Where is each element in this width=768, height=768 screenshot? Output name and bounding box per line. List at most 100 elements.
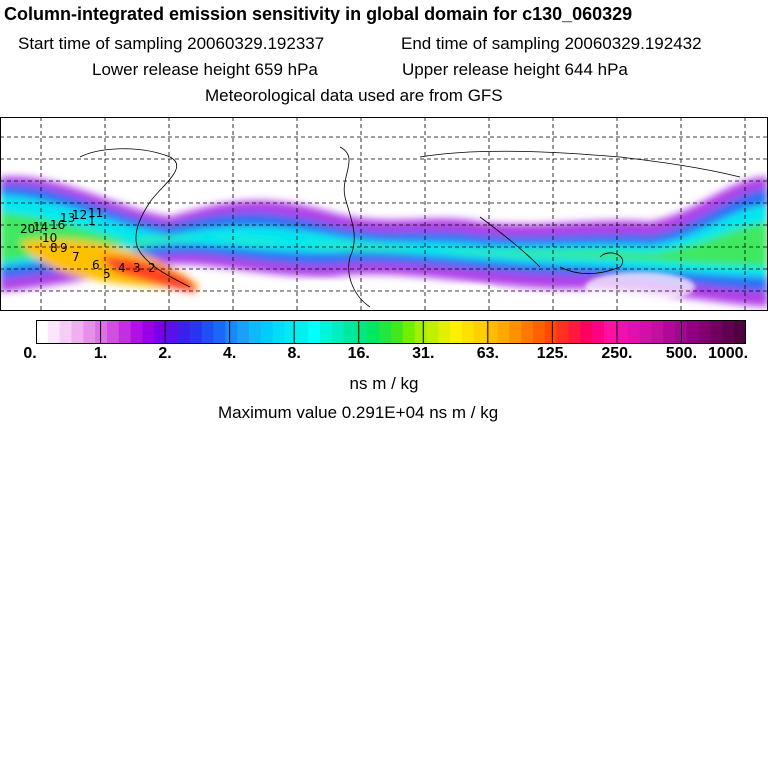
traj-label: 5 [103, 267, 111, 281]
colorbar-swatch [331, 320, 345, 344]
coastlines [79, 146, 741, 308]
colorbar-swatch [533, 320, 546, 344]
colorbar-tick-label: 0. [23, 345, 37, 362]
colorbar-swatch [663, 320, 676, 344]
colorbar-tick-label: 250. [601, 345, 633, 362]
colorbar-tick-label: 2. [158, 345, 172, 362]
traj-label: 16 [50, 218, 65, 232]
colorbar-swatch [343, 320, 357, 344]
start-time-label: Start time of sampling 20060329.192337 [18, 34, 325, 53]
colorbar-swatch [284, 320, 297, 344]
colorbar-swatch [521, 320, 534, 344]
traj-label: 13 [60, 211, 75, 225]
colorbar-swatch [47, 320, 61, 344]
colorbar [36, 320, 746, 344]
traj-label: 6 [92, 258, 100, 272]
colorbar-swatch [320, 320, 333, 344]
colorbar-swatch [237, 320, 250, 344]
colorbar-tick-label: 63. [476, 345, 499, 362]
colorbar-swatch [462, 320, 475, 344]
colorbar-tick-label: 125. [536, 345, 568, 362]
colorbar-swatch [627, 320, 641, 344]
colorbar-swatch [225, 320, 238, 344]
colorbar-swatch [639, 320, 652, 344]
colorbar-swatch [178, 320, 191, 344]
colorbar-swatch [473, 320, 487, 344]
traj-label: 12 [72, 208, 87, 222]
traj-label: 7 [72, 250, 80, 264]
traj-label: 10 [42, 231, 57, 245]
upper-release-height-label: Upper release height 644 hPa [402, 60, 628, 79]
traj-label: 11 [88, 206, 103, 220]
colorbar-swatch [83, 320, 96, 344]
colorbar-tick-label: 1000. [707, 345, 749, 362]
colorbar-swatch [95, 320, 108, 344]
traj-label: 9 [60, 241, 68, 255]
colorbar-swatch [544, 320, 558, 344]
traj-label: 20 [20, 222, 35, 236]
met-data-label: Meteorological data used are from GFS [205, 86, 503, 105]
colorbar-swatch [686, 320, 700, 344]
map-title: Column-integrated emission sensitivity i… [4, 4, 633, 24]
colorbar-swatch [166, 320, 179, 344]
sensitivity-map: 20 14 16 13 12 11 10 9 8 7 6 5 4 3 2 1 [0, 117, 768, 311]
colorbar-swatch [402, 320, 416, 344]
colorbar-swatch [485, 320, 499, 344]
colorbar-swatch [71, 320, 84, 344]
traj-label: 8 [50, 241, 58, 255]
colorbar-swatch [698, 320, 712, 344]
graticule [0, 117, 768, 311]
colorbar-swatch [367, 320, 380, 344]
colorbar-swatch [438, 320, 451, 344]
traj-label: 1 [88, 214, 96, 228]
colorbar-swatch [142, 320, 155, 344]
colorbar-tick-label: 8. [287, 345, 301, 362]
colorbar-swatch [249, 320, 262, 344]
traj-label: 2 [148, 261, 156, 275]
colorbar-swatch [36, 320, 49, 344]
colorbar-swatch [509, 320, 522, 344]
colorbar-swatch [296, 320, 309, 344]
colorbar-swatch [556, 320, 570, 344]
colorbar-tick-label: 1. [93, 345, 108, 362]
colorbar-tick-label: 16. [347, 345, 370, 362]
traj-label: 3 [133, 261, 141, 275]
colorbar-tick-label: 31. [412, 345, 435, 362]
colorbar-swatch [414, 320, 428, 344]
colorbar-swatch [592, 320, 605, 344]
colorbar-units: ns m / kg [349, 374, 419, 393]
colorbar-swatch [260, 320, 274, 344]
colorbar-swatch [272, 320, 286, 344]
sensitivity-field [0, 176, 768, 307]
colorbar-swatch [426, 320, 439, 344]
colorbar-swatch [710, 320, 723, 344]
colorbar-swatch [604, 320, 617, 344]
colorbar-swatch [59, 320, 73, 344]
colorbar-swatch [154, 320, 167, 344]
colorbar-swatch [722, 320, 735, 344]
colorbar-swatch [201, 320, 215, 344]
colorbar-tick-label: 4. [222, 345, 237, 362]
lower-release-height-label: Lower release height 659 hPa [92, 60, 318, 79]
trajectory-labels: 20 14 16 13 12 11 10 9 8 7 6 5 4 3 2 1 [20, 206, 156, 281]
colorbar-swatch [450, 320, 463, 344]
colorbar-tick-label: 500. [665, 345, 698, 362]
colorbar-swatch [734, 320, 746, 344]
colorbar-swatch [213, 320, 226, 344]
colorbar-frame [36, 320, 746, 344]
colorbar-swatch [130, 320, 144, 344]
colorbar-swatch [308, 320, 321, 344]
colorbar-swatch [651, 320, 664, 344]
colorbar-swatch [189, 320, 203, 344]
colorbar-swatch [118, 320, 132, 344]
colorbar-swatch [107, 320, 120, 344]
end-time-label: End time of sampling 20060329.192432 [401, 34, 702, 53]
colorbar-swatch [580, 320, 593, 344]
colorbar-swatch [355, 320, 368, 344]
colorbar-swatch [391, 320, 404, 344]
colorbar-swatch [615, 320, 629, 344]
colorbar-swatch [379, 320, 392, 344]
traj-label: 14 [33, 220, 48, 234]
colorbar-swatch [568, 320, 581, 344]
colorbar-swatch [497, 320, 510, 344]
